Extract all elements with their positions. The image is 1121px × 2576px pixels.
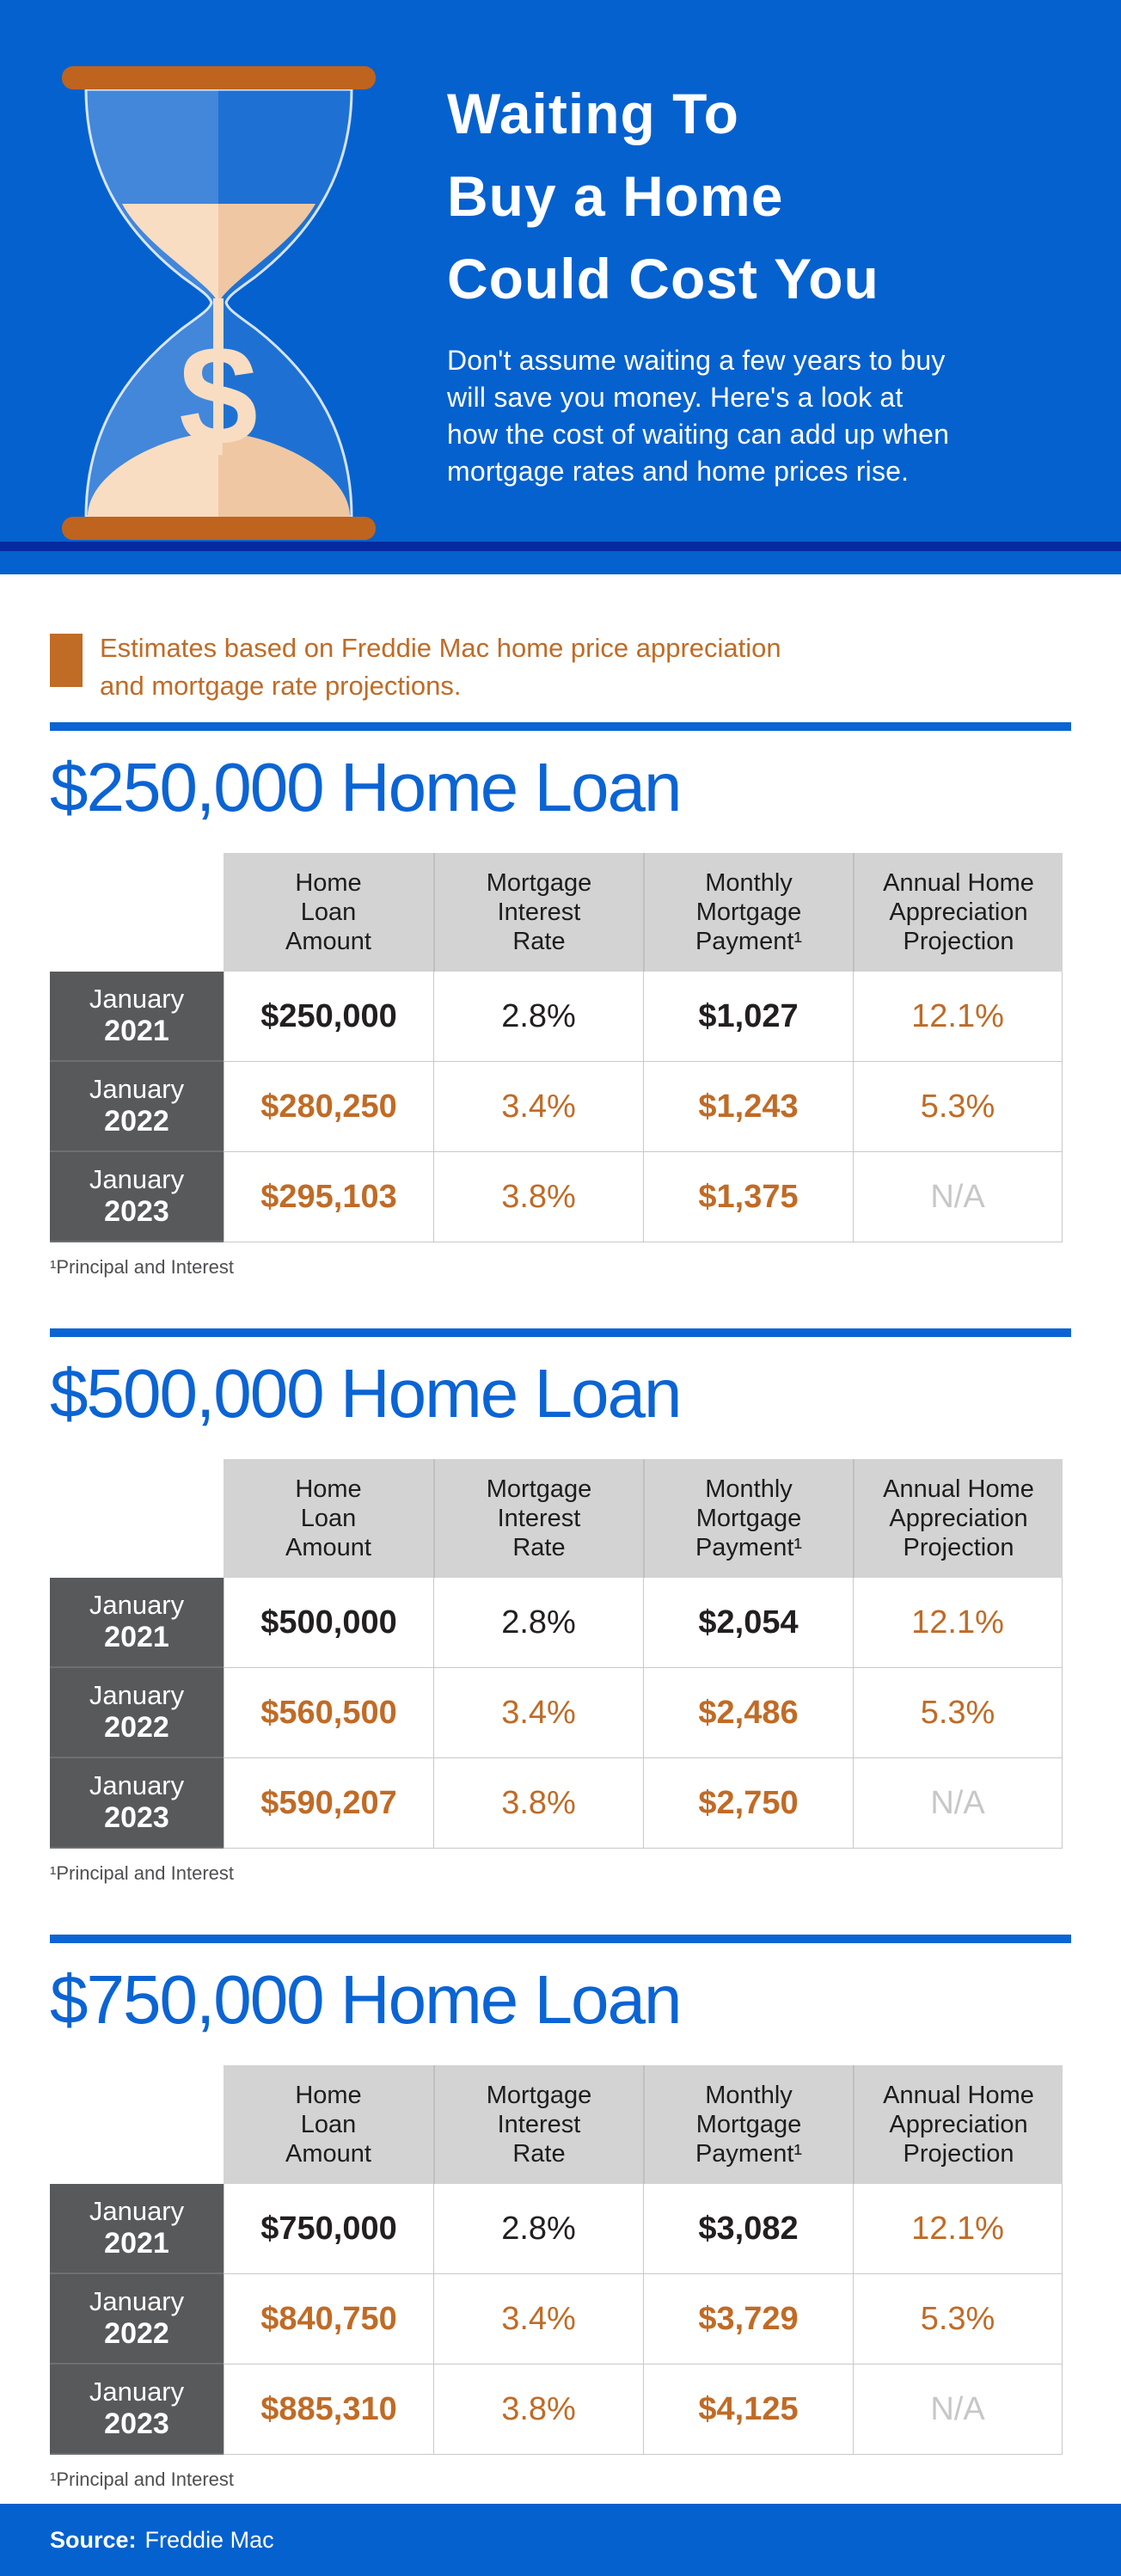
table-cell: 3.8% [433,1152,643,1242]
section-divider [50,722,1071,731]
header-description: Don't assume waiting a few years to buy … [447,345,950,487]
hero-text-block: Waiting To Buy a Home Could Cost You Don… [447,72,1083,490]
table-cell: $3,082 [643,2184,853,2274]
table-cell: $500,000 [224,1578,433,1668]
table-cell: $3,729 [643,2274,853,2364]
table-cell: N/A [853,2364,1063,2455]
section-title-750k: $750,000 Home Loan [50,1961,683,2038]
table-cell: $4,125 [643,2364,853,2455]
row-label-2022: January 2022 [50,2274,224,2364]
row-label-2023: January 2023 [50,1758,224,1849]
hourglass-sand-bottom [88,433,350,517]
footnote-750k: ¹Principal and Interest [50,2469,234,2490]
column-header-interest-rate: Mortgage Interest Rate [433,853,643,972]
row-label-2022: January 2022 [50,1062,224,1152]
hourglass-sand-top [122,204,315,304]
table-cell: N/A [853,1152,1063,1242]
table-cell: 12.1% [853,2184,1063,2274]
estimates-note: Estimates based on Freddie Mac home pric… [50,629,1071,705]
table-cell: $1,243 [643,1062,853,1152]
table-cell: 5.3% [853,1668,1063,1758]
loan-table-500k: Home Loan Amount Mortgage Interest Rate … [50,1459,1071,1849]
table-cell: 12.1% [853,1578,1063,1668]
table-cell: $750,000 [224,2184,433,2274]
table-cell: 5.3% [853,2274,1063,2364]
section-divider [50,1935,1071,1943]
table-cell: $2,486 [643,1668,853,1758]
table-cell: $560,500 [224,1668,433,1758]
table-cell: $840,750 [224,2274,433,2364]
estimates-note-text: Estimates based on Freddie Mac home pric… [100,633,781,701]
hourglass-icon: $ [62,66,376,540]
row-label-2023: January 2023 [50,2364,224,2455]
table-cell: $250,000 [224,972,433,1062]
footer-source-bar: Source: Freddie Mac [0,2504,1121,2576]
row-label-2022: January 2022 [50,1668,224,1758]
footnote-250k: ¹Principal and Interest [50,1256,234,1278]
section-500k: $500,000 Home Loan Home Loan Amount Mort… [50,1328,1071,1885]
section-divider [50,1328,1071,1337]
table-cell: 3.4% [433,1668,643,1758]
table-cell: 3.8% [433,2364,643,2455]
column-header-interest-rate: Mortgage Interest Rate [433,1459,643,1578]
table-cell: $295,103 [224,1152,433,1242]
column-header-appreciation: Annual Home Appreciation Projection [853,1459,1063,1578]
row-label-2021: January 2021 [50,1578,224,1668]
table-cell: 5.3% [853,1062,1063,1152]
column-header-monthly-payment: Monthly Mortgage Payment¹ [643,1459,853,1578]
column-header-loan-amount: Home Loan Amount [224,853,433,972]
hourglass-top-cap [62,66,376,89]
table-cell: 2.8% [433,2184,643,2274]
section-title-250k: $250,000 Home Loan [50,749,683,825]
section-title-500k: $500,000 Home Loan [50,1355,683,1432]
table-cell: 2.8% [433,972,643,1062]
row-label-2023: January 2023 [50,1152,224,1242]
table-cell: $1,027 [643,972,853,1062]
table-cell: 3.4% [433,2274,643,2364]
section-750k: $750,000 Home Loan Home Loan Amount Mort… [50,1935,1071,2491]
page-title: Waiting To Buy a Home Could Cost You [447,82,879,310]
table-cell: $885,310 [224,2364,433,2455]
header-accent-stripe [0,542,1121,551]
dollar-sign: $ [179,316,258,475]
table-cell: $2,750 [643,1758,853,1849]
table-cell: N/A [853,1758,1063,1849]
column-header-loan-amount: Home Loan Amount [224,1459,433,1578]
column-header-appreciation: Annual Home Appreciation Projection [853,2065,1063,2184]
table-cell: 2.8% [433,1578,643,1668]
loan-table-750k: Home Loan Amount Mortgage Interest Rate … [50,2065,1071,2455]
table-cell: 3.8% [433,1758,643,1849]
table-cell: $2,054 [643,1578,853,1668]
column-header-appreciation: Annual Home Appreciation Projection [853,853,1063,972]
row-label-2021: January 2021 [50,972,224,1062]
column-header-monthly-payment: Monthly Mortgage Payment¹ [643,853,853,972]
source-value: Freddie Mac [144,2526,274,2553]
table-cell: $590,207 [224,1758,433,1849]
table-corner-spacer [50,2065,224,2184]
content-area: Estimates based on Freddie Mac home pric… [0,629,1121,2491]
header-banner: $ Waiting To Buy a Home Could Cost You D… [0,0,1121,574]
table-corner-spacer [50,853,224,972]
row-label-2021: January 2021 [50,2184,224,2274]
footnote-500k: ¹Principal and Interest [50,1862,234,1884]
column-header-loan-amount: Home Loan Amount [224,2065,433,2184]
column-header-monthly-payment: Monthly Mortgage Payment¹ [643,2065,853,2184]
table-corner-spacer [50,1459,224,1578]
orange-bullet-icon [50,634,83,687]
source-label: Source: [50,2526,137,2553]
loan-table-250k: Home Loan Amount Mortgage Interest Rate … [50,853,1071,1242]
hourglass-sand-stream [213,298,224,440]
section-250k: $250,000 Home Loan Home Loan Amount Mort… [50,722,1071,1279]
hourglass-bottom-cap [62,517,376,540]
table-cell: 3.4% [433,1062,643,1152]
table-cell: $280,250 [224,1062,433,1152]
column-header-interest-rate: Mortgage Interest Rate [433,2065,643,2184]
table-cell: $1,375 [643,1152,853,1242]
table-cell: 12.1% [853,972,1063,1062]
